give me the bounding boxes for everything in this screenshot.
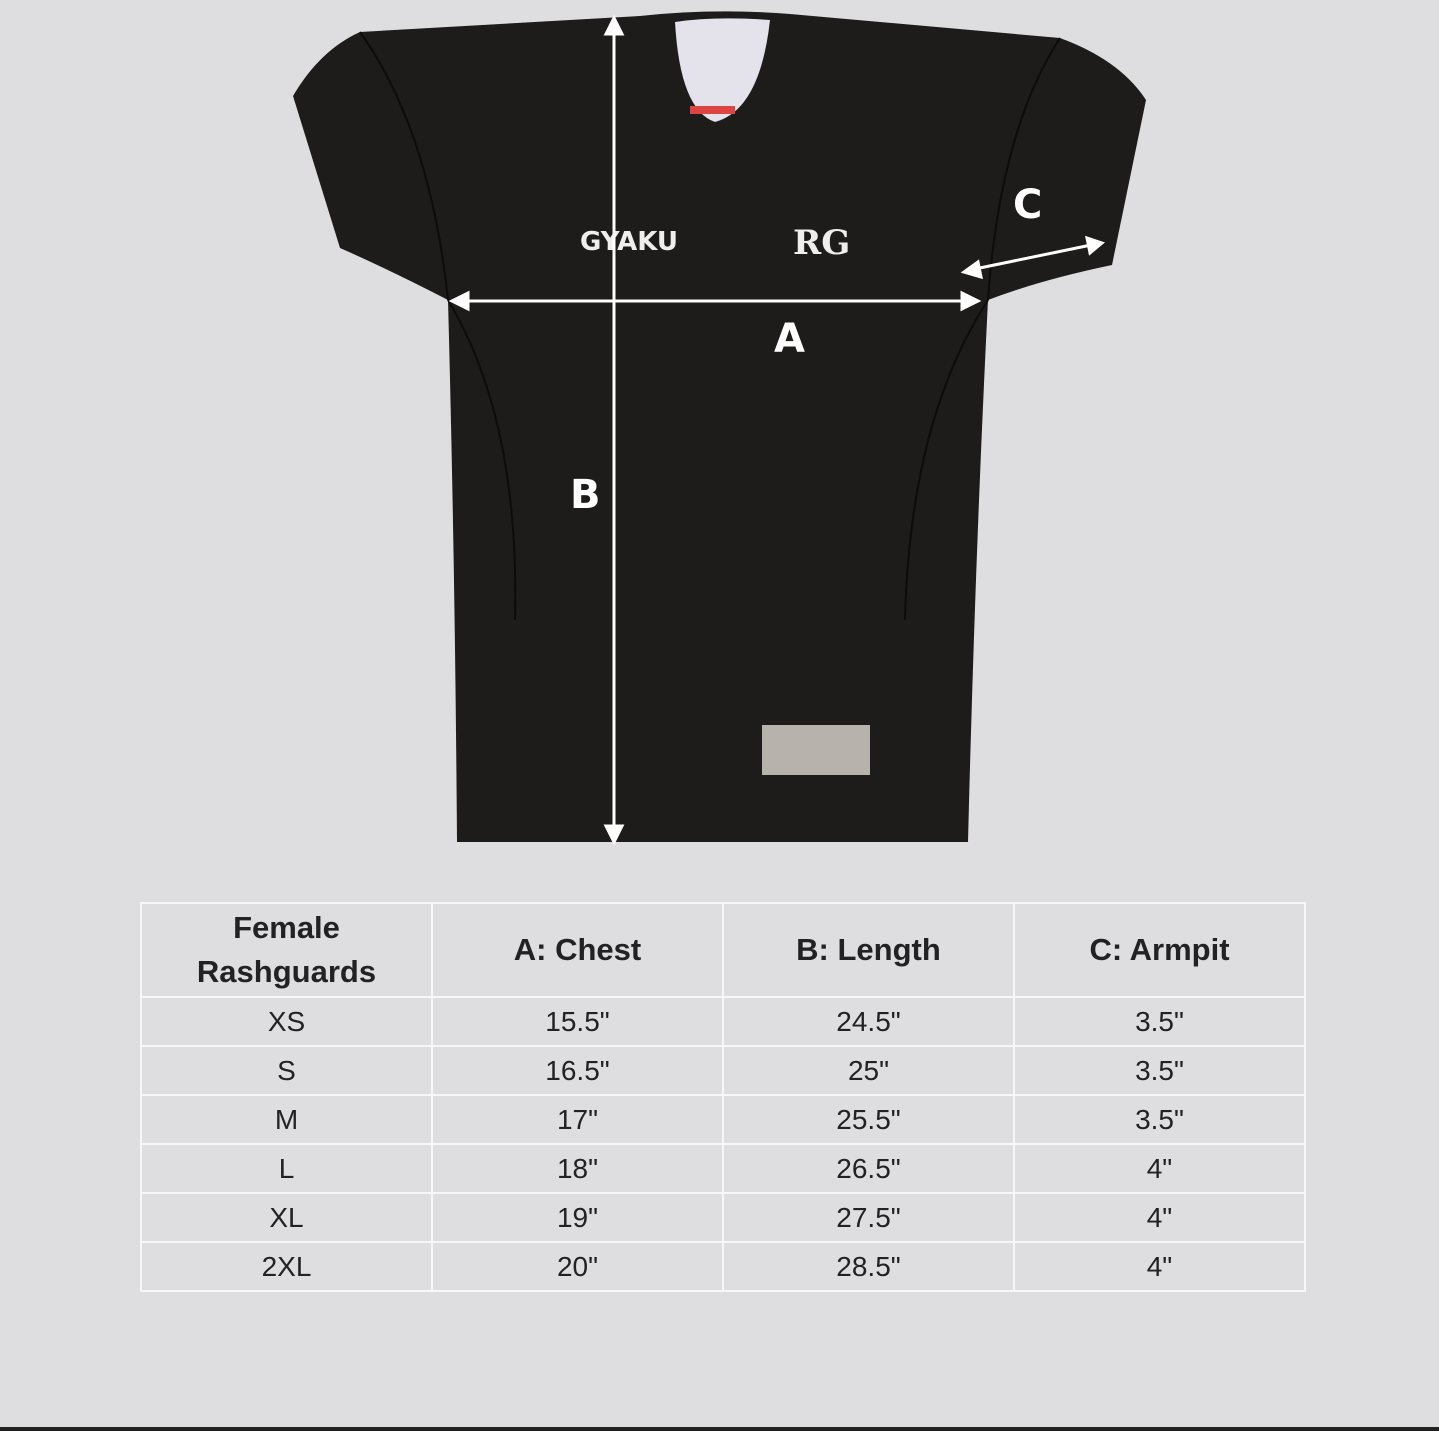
table-cell: 4" [1013, 1192, 1306, 1243]
table-cell: 19" [431, 1192, 724, 1243]
table-cell: 2XL [140, 1241, 433, 1292]
hem-tag [762, 725, 870, 775]
collar-logo [690, 106, 735, 114]
table-cell: 18" [431, 1143, 724, 1194]
table-cell: XL [140, 1192, 433, 1243]
table-cell: 26.5" [722, 1143, 1015, 1194]
table-cell: XS [140, 996, 433, 1047]
header-length: B: Length [722, 902, 1015, 998]
table-cell: 25.5" [722, 1094, 1015, 1145]
table-row: L 18" 26.5" 4" [140, 1143, 1306, 1194]
table-row: S 16.5" 25" 3.5" [140, 1045, 1306, 1096]
label-b: B [570, 472, 601, 518]
rashguard-diagram: GYAKU RG [293, 11, 1146, 846]
collar-inner [675, 18, 770, 122]
header-size: Female Rashguards [140, 902, 433, 998]
table-cell: 25" [722, 1045, 1015, 1096]
table-header-row: Female Rashguards A: Chest B: Length C: … [140, 902, 1306, 998]
label-c: C [1013, 182, 1043, 228]
table-cell: 20" [431, 1241, 724, 1292]
table-row: XS 15.5" 24.5" 3.5" [140, 996, 1306, 1047]
table-cell: 15.5" [431, 996, 724, 1047]
table-cell: 4" [1013, 1143, 1306, 1194]
gyaku-logo: GYAKU [580, 227, 678, 257]
arrow-c [969, 242, 1097, 272]
table-row: XL 19" 27.5" 4" [140, 1192, 1306, 1243]
bottom-border [0, 1427, 1439, 1431]
header-armpit: C: Armpit [1013, 902, 1306, 998]
table-cell: M [140, 1094, 433, 1145]
table-row: M 17" 25.5" 3.5" [140, 1094, 1306, 1145]
table-cell: 3.5" [1013, 1094, 1306, 1145]
monogram-logo: RG [793, 223, 850, 263]
table-row: 2XL 20" 28.5" 4" [140, 1241, 1306, 1292]
size-chart-table: Female Rashguards A: Chest B: Length C: … [140, 902, 1306, 1292]
table-cell: 24.5" [722, 996, 1015, 1047]
table-cell: 3.5" [1013, 1045, 1306, 1096]
table-cell: 4" [1013, 1241, 1306, 1292]
header-chest: A: Chest [431, 902, 724, 998]
table-cell: 3.5" [1013, 996, 1306, 1047]
table-cell: L [140, 1143, 433, 1194]
shirt-body [293, 11, 1146, 842]
table-cell: S [140, 1045, 433, 1096]
table-cell: 17" [431, 1094, 724, 1145]
table-cell: 27.5" [722, 1192, 1015, 1243]
table-cell: 16.5" [431, 1045, 724, 1096]
table-cell: 28.5" [722, 1241, 1015, 1292]
label-a: A [774, 316, 805, 362]
